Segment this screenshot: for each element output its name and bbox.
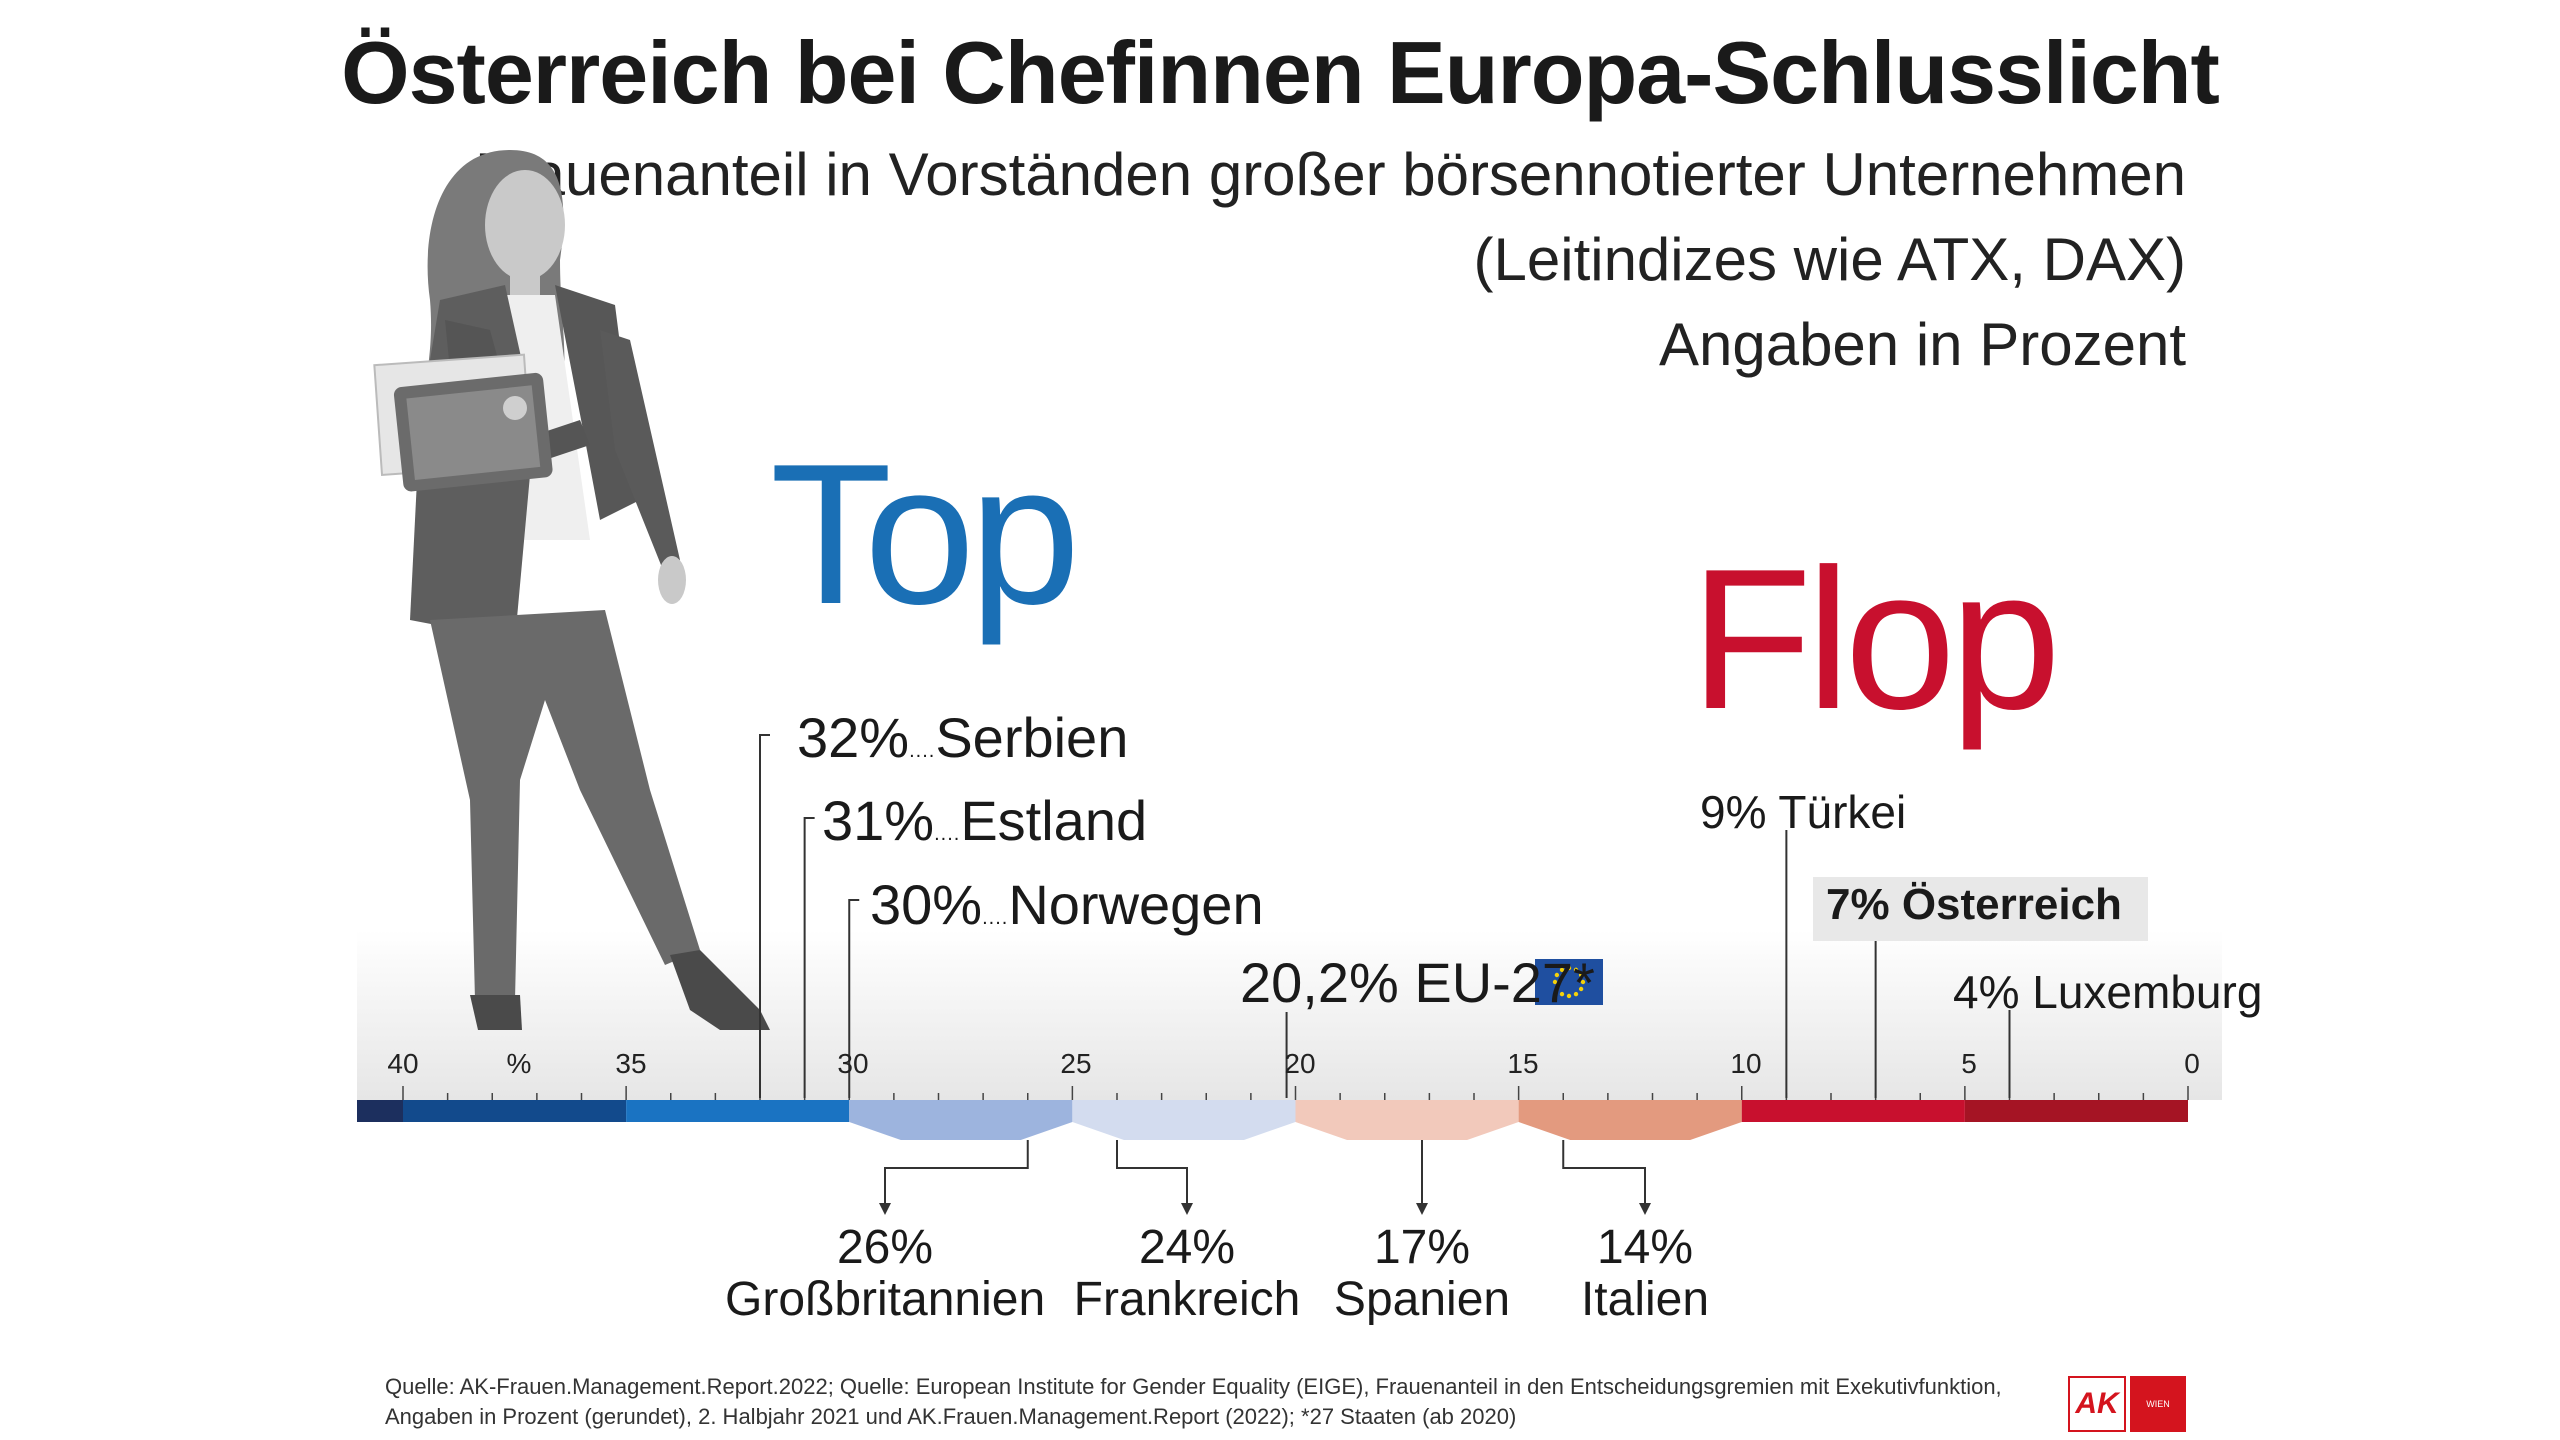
band-tab-5 [1295,1122,1519,1140]
color-band-8 [1964,1100,2188,1122]
band-tab-4 [1072,1122,1296,1140]
pointer-arrow-1 [1181,1203,1193,1215]
value-label: 30% [870,873,983,936]
band-tab-3 [849,1122,1073,1140]
value-label: 32% [797,706,910,769]
eu-star [1573,991,1579,997]
color-band-0 [357,1100,403,1122]
tick-label: 10 [1730,1048,1762,1079]
axis-ticks [402,1086,2189,1100]
value-label: 31% [822,789,935,852]
value-label: 26% [836,1221,934,1274]
source-note: Quelle: AK-Frauen.Management.Report.2022… [385,1372,2085,1431]
connector-0 [759,734,770,1098]
country-label: Frankreich [1073,1272,1301,1326]
tick-label: 0 [2184,1048,2200,1079]
value-label: 24% [1138,1221,1236,1274]
tick-label: 35 [615,1048,647,1079]
tick-label: 30 [837,1048,869,1079]
value-label: 17% [1373,1221,1471,1274]
country-label: Norwegen [1008,873,1264,936]
subtitle-line-1: Frauenanteil in Vorständen großer börsen… [475,141,2186,208]
color-band-1 [403,1100,627,1122]
source-line-1: Quelle: AK-Frauen.Management.Report.2022… [385,1374,2002,1399]
country-label: Spanien [1333,1272,1511,1326]
color-band-6 [1518,1100,1742,1122]
country-label: Großbritannien [725,1272,1046,1326]
tick-label: 25 [1060,1048,1092,1079]
country-label: Estland [960,789,1148,852]
connector-1 [803,817,815,1098]
eu-star [1578,972,1584,978]
pointer-arrow-0 [879,1203,891,1215]
austria-highlight-box [1813,877,2148,941]
source-line-2: Angaben in Prozent (gerundet), 2. Halbja… [385,1403,1517,1429]
eu-star [1552,979,1558,985]
label-luxemburg: 4% Luxemburg [1953,966,2263,1018]
pointer-arrow-2 [1416,1203,1428,1215]
label-estland: 31%....Estland [822,789,1148,852]
eu-star [1566,993,1572,999]
eu-star [1580,979,1586,985]
tick-label: 20 [1284,1048,1316,1079]
pointer-line-3 [1562,1140,1646,1205]
eu-star [1559,967,1565,973]
label-eu27: 20,2% EU-27* [1240,951,1595,1014]
eu-star [1578,986,1584,992]
subtitle-line-3: Angaben in Prozent [1658,311,2186,378]
label-frankreich: 24% Frankreich [1027,1222,1347,1326]
label-oesterreich: 7% Österreich [1826,880,2122,929]
tick-label: 15 [1507,1048,1539,1079]
pointer-line-0 [884,1140,1029,1205]
page-title: Österreich bei Chefinnen Europa-Schlussl… [341,23,2220,122]
color-band-5 [1295,1100,1519,1122]
label-grossbritannien: 26% Großbritannien [725,1222,1045,1326]
label-italien: 14% Italien [1485,1222,1805,1326]
eu-star [1566,965,1572,971]
subtitle-line-2: (Leitindizes wie ATX, DAX) [1473,226,2186,293]
eu-star [1554,972,1560,978]
eu-flag-icon [1535,959,1603,1005]
eu-star [1573,967,1579,973]
value-label: 14% [1596,1221,1694,1274]
band-tab-6 [1518,1122,1742,1140]
color-band-3 [849,1100,1073,1122]
label-norwegen: 30%....Norwegen [870,873,1264,936]
wien-logo: WIEN [2130,1376,2186,1432]
connector-2 [848,899,860,1098]
ak-logo: AK [2068,1376,2126,1432]
label-tuerkei: 9% Türkei [1700,786,1907,838]
tick-label: 40 [387,1048,419,1079]
below-pointers [879,1140,1651,1215]
label-spanien: 17% Spanien [1262,1222,1582,1326]
flop-label: Flop [1690,528,2061,751]
label-serbien: 32%....Serbien [797,706,1129,769]
color-band-7 [1741,1100,1965,1122]
pointer-line-1 [1116,1140,1188,1205]
ak-logo-text: AK [2075,1387,2119,1420]
eu-star [1559,991,1565,997]
country-label: Italien [1580,1272,1710,1326]
color-band-2 [626,1100,850,1122]
pointer-arrow-3 [1639,1203,1651,1215]
country-label: Serbien [935,706,1129,769]
tick-label: % [506,1048,532,1079]
eu-star [1554,986,1560,992]
color-bar [357,1100,2188,1140]
connectors [759,734,2011,1098]
tick-label: 5 [1961,1048,1977,1079]
top-label: Top [770,423,1080,646]
woman-illustration [373,150,770,1030]
color-band-4 [1072,1100,1296,1122]
